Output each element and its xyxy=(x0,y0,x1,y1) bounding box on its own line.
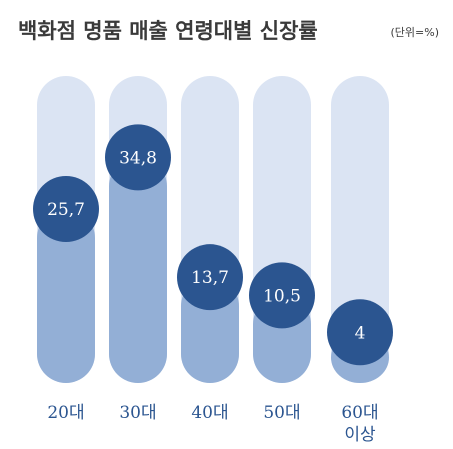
value-bubble xyxy=(327,299,393,366)
bar-fill xyxy=(109,157,167,383)
bar-fill xyxy=(37,209,95,383)
category-label: 30대 xyxy=(119,403,156,423)
value-bubble xyxy=(249,262,315,329)
category-label: 40대 xyxy=(191,403,228,423)
category-label: 20대 xyxy=(47,403,84,423)
data-label: 34,8 xyxy=(119,148,157,168)
category-label: 60대 xyxy=(341,403,378,423)
data-label: 25,7 xyxy=(47,200,85,220)
data-label: 13,7 xyxy=(191,268,229,288)
value-bubble xyxy=(177,244,243,311)
category-label: 50대 xyxy=(263,403,300,423)
value-bubble xyxy=(33,176,99,243)
category-label: 이상 xyxy=(344,425,376,445)
value-bubble xyxy=(105,124,171,191)
data-label: 4 xyxy=(355,323,366,343)
unit-note: (단위=%) xyxy=(391,26,440,39)
data-label: 10,5 xyxy=(263,286,301,306)
chart-title: 백화점 명품 매출 연령대별 신장률 xyxy=(18,18,318,43)
